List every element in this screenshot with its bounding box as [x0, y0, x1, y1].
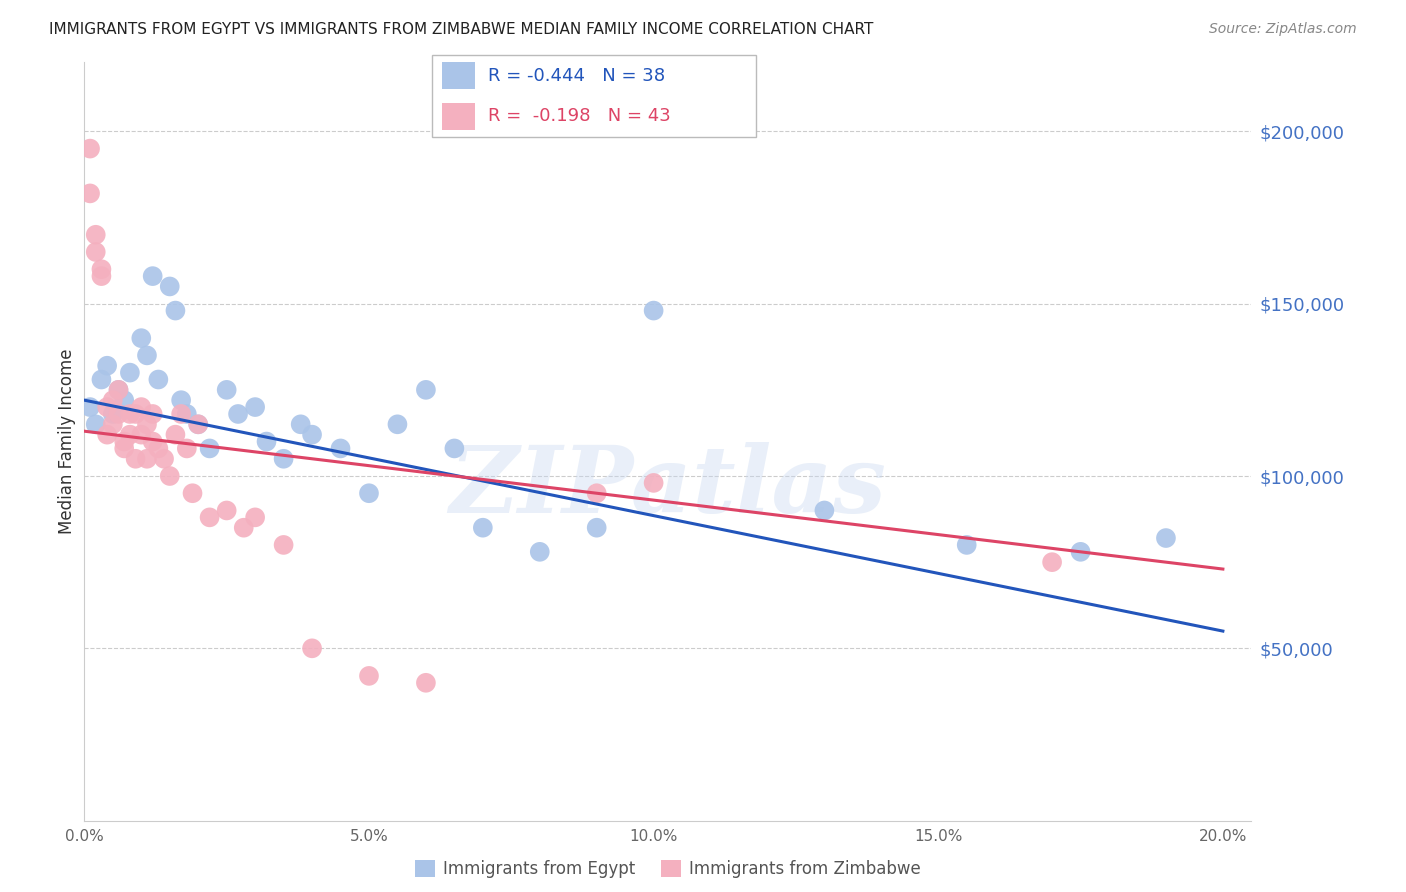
Point — [243, 510, 266, 524]
Point — [79, 400, 101, 414]
Point — [112, 393, 135, 408]
Point — [585, 521, 607, 535]
Point — [107, 407, 129, 421]
Point — [387, 417, 409, 432]
Point — [198, 442, 221, 456]
Point — [90, 372, 112, 386]
Point — [529, 545, 551, 559]
Point — [357, 669, 380, 683]
Point — [273, 451, 295, 466]
Point — [101, 417, 124, 432]
Point — [198, 510, 221, 524]
Point — [226, 407, 249, 421]
Point — [142, 269, 165, 284]
Point — [585, 486, 607, 500]
FancyBboxPatch shape — [441, 62, 475, 89]
Point — [129, 400, 152, 414]
Point — [256, 434, 278, 449]
Point — [176, 407, 198, 421]
Point — [165, 303, 187, 318]
Point — [129, 331, 152, 345]
Point — [170, 407, 193, 421]
FancyBboxPatch shape — [432, 55, 756, 136]
Point — [124, 407, 146, 421]
Point — [243, 400, 266, 414]
Point — [415, 675, 437, 690]
Point — [215, 503, 238, 517]
Point — [96, 400, 118, 414]
Point — [290, 417, 312, 432]
Point — [101, 407, 124, 421]
Point — [187, 417, 209, 432]
Point — [101, 393, 124, 408]
Point — [159, 279, 181, 293]
Point — [136, 348, 159, 362]
Point — [273, 538, 295, 552]
Point — [643, 303, 665, 318]
Text: ZIPatlas: ZIPatlas — [450, 442, 886, 532]
Point — [84, 417, 107, 432]
Point — [170, 393, 193, 408]
Point — [1040, 555, 1063, 569]
Point — [415, 383, 437, 397]
Point — [215, 383, 238, 397]
Point — [96, 427, 118, 442]
Point — [187, 417, 209, 432]
Point — [301, 427, 323, 442]
Point — [1154, 531, 1177, 545]
Point — [357, 486, 380, 500]
Point — [107, 383, 129, 397]
Point — [301, 641, 323, 656]
Point — [118, 407, 141, 421]
Point — [79, 186, 101, 201]
Point — [136, 451, 159, 466]
Point — [79, 142, 101, 156]
Point — [84, 227, 107, 242]
Point — [124, 451, 146, 466]
FancyBboxPatch shape — [441, 103, 475, 130]
Point — [107, 383, 129, 397]
Point — [443, 442, 465, 456]
Point — [118, 427, 141, 442]
Point — [329, 442, 352, 456]
Y-axis label: Median Family Income: Median Family Income — [58, 349, 76, 534]
Point — [643, 475, 665, 490]
Point — [112, 434, 135, 449]
Point — [96, 359, 118, 373]
Point — [129, 427, 152, 442]
Text: IMMIGRANTS FROM EGYPT VS IMMIGRANTS FROM ZIMBABWE MEDIAN FAMILY INCOME CORRELATI: IMMIGRANTS FROM EGYPT VS IMMIGRANTS FROM… — [49, 22, 873, 37]
Point — [136, 417, 159, 432]
Text: R = -0.444   N = 38: R = -0.444 N = 38 — [488, 67, 665, 85]
Point — [232, 521, 254, 535]
Point — [112, 442, 135, 456]
Point — [956, 538, 979, 552]
Legend: Immigrants from Egypt, Immigrants from Zimbabwe: Immigrants from Egypt, Immigrants from Z… — [408, 853, 928, 884]
Point — [813, 503, 835, 517]
Point — [90, 269, 112, 284]
Point — [148, 442, 170, 456]
Point — [90, 262, 112, 277]
Point — [148, 372, 170, 386]
Point — [153, 451, 176, 466]
Text: R =  -0.198   N = 43: R = -0.198 N = 43 — [488, 107, 671, 125]
Point — [165, 427, 187, 442]
Point — [1070, 545, 1092, 559]
Point — [471, 521, 494, 535]
Point — [159, 469, 181, 483]
Point — [181, 486, 204, 500]
Point — [118, 366, 141, 380]
Point — [84, 244, 107, 259]
Text: Source: ZipAtlas.com: Source: ZipAtlas.com — [1209, 22, 1357, 37]
Point — [142, 434, 165, 449]
Point — [142, 407, 165, 421]
Point — [176, 442, 198, 456]
